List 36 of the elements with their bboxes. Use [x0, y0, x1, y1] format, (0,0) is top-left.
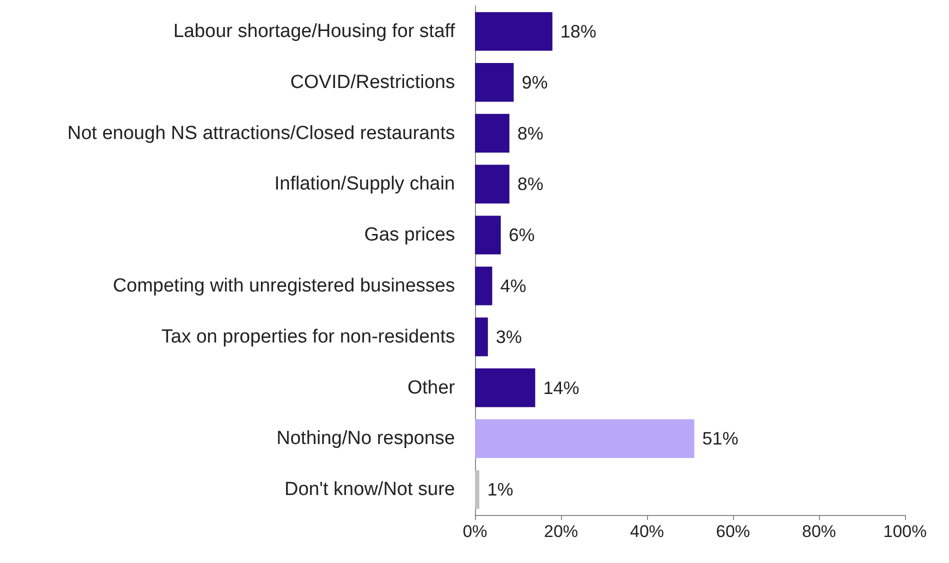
y-tick-label: Labour shortage/Housing for staff: [173, 20, 456, 42]
data-label: 51%: [702, 428, 738, 449]
bar: [475, 216, 501, 254]
y-tick-label: Nothing/No response: [276, 428, 455, 450]
x-tick-label: 20%: [544, 522, 578, 541]
bar: [475, 266, 492, 306]
data-label: 6%: [508, 225, 535, 246]
x-tick-label: 80%: [802, 522, 836, 541]
x-tick-label: 60%: [716, 522, 750, 541]
data-label: 18%: [560, 21, 596, 42]
y-tick-label: Not enough NS attractions/Closed restaurants: [67, 122, 455, 144]
bar: [475, 470, 480, 509]
y-tick-label: Gas prices: [364, 224, 455, 246]
data-label: 8%: [517, 123, 544, 144]
bar: [475, 114, 510, 153]
y-tick-label: COVID/Restrictions: [290, 72, 455, 93]
data-label: 4%: [500, 276, 526, 296]
data-label: 9%: [522, 72, 548, 92]
data-label: 8%: [517, 174, 544, 194]
x-tick-label: 40%: [630, 522, 664, 541]
bar: [475, 63, 514, 102]
bar: [475, 419, 694, 458]
data-label: 14%: [543, 378, 580, 398]
bar: [475, 318, 488, 356]
bar: [475, 368, 536, 408]
y-tick-label: Competing with unregistered businesses: [112, 275, 455, 296]
x-tick-label: 0%: [462, 522, 488, 541]
bar: [475, 12, 552, 51]
y-tick-label: Don't know/Not sure: [284, 479, 455, 500]
y-tick-label: Inflation/Supply chain: [274, 174, 455, 195]
y-tick-label: Other: [407, 377, 456, 398]
data-label: 3%: [496, 326, 522, 347]
bar: [475, 164, 510, 204]
x-tick-label: 100%: [883, 522, 927, 541]
data-label: 1%: [487, 480, 514, 500]
y-tick-label: Tax on properties for non-residents: [161, 326, 455, 348]
